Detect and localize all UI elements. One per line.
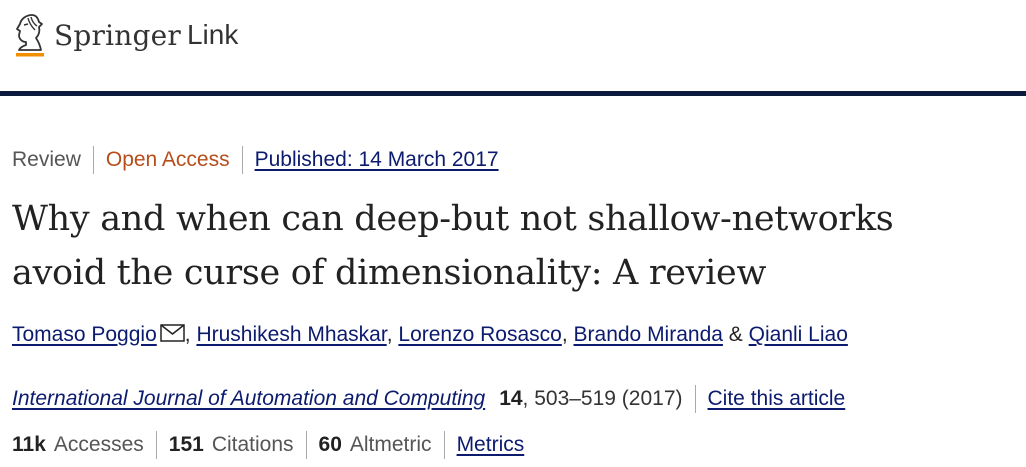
author-link[interactable]: Tomaso Poggio bbox=[12, 323, 157, 346]
author-list: Tomaso Poggio, Hrushikesh Mhaskar, Loren… bbox=[12, 323, 848, 347]
brand-name-link: Link bbox=[186, 19, 239, 50]
author-link[interactable]: Brando Miranda bbox=[573, 323, 723, 346]
brand-name-springer: Springer bbox=[54, 18, 181, 52]
metrics-link[interactable]: Metrics bbox=[456, 433, 525, 456]
article-type: Review bbox=[12, 148, 81, 171]
author-separator: , bbox=[184, 323, 191, 346]
metrics-divider bbox=[305, 431, 307, 459]
article-meta: Review Open Access Published: 14 March 2… bbox=[12, 146, 499, 174]
open-access-badge: Open Access bbox=[105, 148, 230, 171]
article-title: Why and when can deep-but not shallow-ne… bbox=[12, 192, 1024, 300]
article-title-line-2: avoid the curse of dimensionality: A rev… bbox=[12, 253, 767, 293]
journal-pages-year: , 503–519 (2017) bbox=[522, 387, 683, 410]
meta-divider bbox=[694, 385, 696, 413]
citations-count: 151 bbox=[168, 433, 204, 456]
cite-article-link[interactable]: Cite this article bbox=[707, 387, 846, 410]
author-separator: , bbox=[386, 323, 393, 346]
site-header: Springer Link bbox=[0, 0, 1026, 96]
author-separator: , bbox=[561, 323, 568, 346]
altmetric-label: Altmetric bbox=[349, 433, 432, 456]
accesses-label: Accesses bbox=[53, 433, 144, 456]
journal-link[interactable]: International Journal of Automation and … bbox=[12, 387, 486, 410]
author-link[interactable]: Qianli Liao bbox=[748, 323, 848, 346]
author-link[interactable]: Hrushikesh Mhaskar bbox=[196, 323, 387, 346]
altmetric-score: 60 bbox=[318, 433, 342, 456]
published-date-link[interactable]: Published: 14 March 2017 bbox=[254, 148, 499, 171]
article-metrics: 11k Accesses 151 Citations 60 Altmetric … bbox=[12, 431, 524, 459]
springer-horse-icon bbox=[16, 14, 44, 57]
metrics-divider bbox=[155, 431, 157, 459]
springerlink-logo[interactable]: Springer Link bbox=[12, 10, 238, 60]
journal-volume: 14 bbox=[499, 387, 523, 410]
meta-divider bbox=[92, 146, 94, 174]
header-divider bbox=[0, 91, 1026, 96]
metrics-divider bbox=[443, 431, 445, 459]
meta-divider bbox=[241, 146, 243, 174]
author-ampersand: & bbox=[728, 323, 743, 346]
article-title-line-1: Why and when can deep-but not shallow-ne… bbox=[12, 199, 894, 239]
citation-line: International Journal of Automation and … bbox=[12, 385, 845, 413]
email-icon[interactable] bbox=[160, 324, 185, 342]
author-link[interactable]: Lorenzo Rosasco bbox=[398, 323, 562, 346]
accesses-count: 11k bbox=[12, 433, 46, 456]
citations-label: Citations bbox=[211, 433, 294, 456]
